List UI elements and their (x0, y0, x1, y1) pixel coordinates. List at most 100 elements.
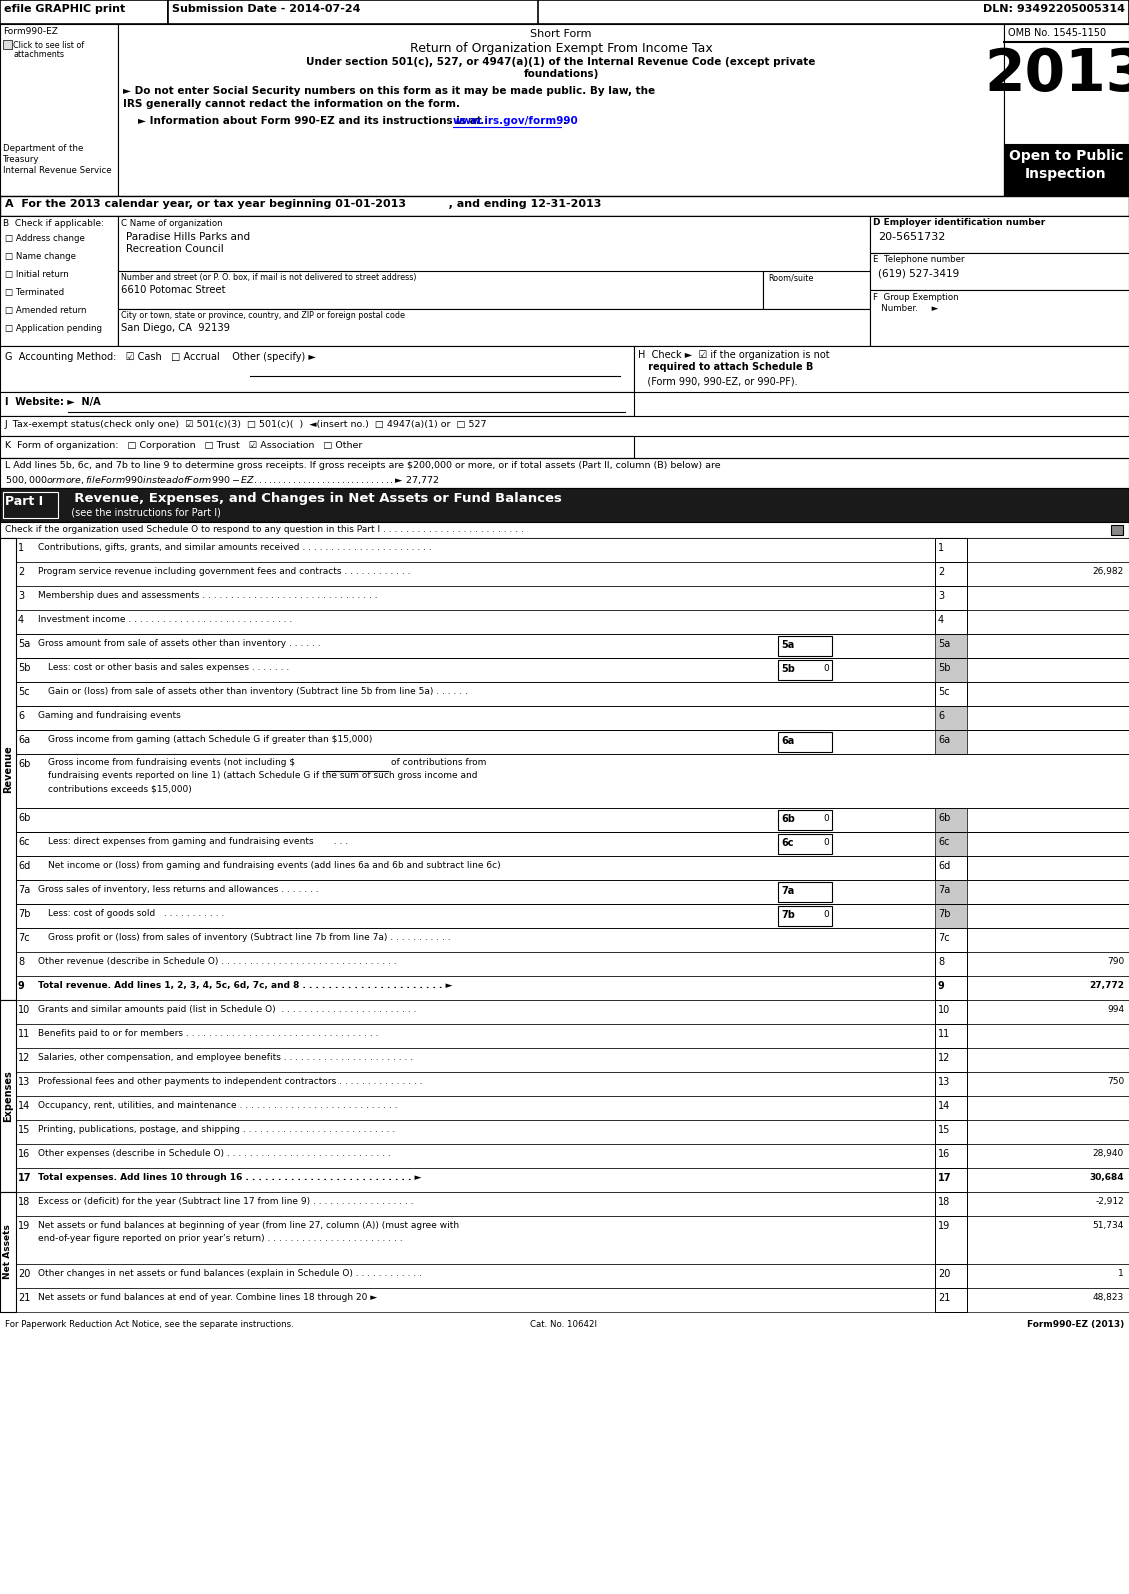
Text: 21: 21 (938, 1293, 951, 1302)
Text: A  For the 2013 calendar year, or tax year beginning 01-01-2013           , and : A For the 2013 calendar year, or tax yea… (5, 199, 602, 209)
Bar (0, 392, 634, 416)
Bar (832, 634, 1129, 658)
Text: 19: 19 (18, 1221, 30, 1231)
Text: H  Check ►  ☑ if the organization is not: H Check ► ☑ if the organization is not (638, 351, 830, 360)
Bar (935, 976, 968, 999)
Text: (Form 990, 990-EZ, or 990-PF).: (Form 990, 990-EZ, or 990-PF). (638, 376, 797, 386)
Text: 0: 0 (823, 665, 829, 673)
Text: 6c: 6c (18, 837, 29, 846)
Text: 8: 8 (938, 956, 944, 968)
Text: 790: 790 (1106, 956, 1124, 966)
Bar (0, 437, 634, 457)
Text: Click to see list of: Click to see list of (14, 41, 85, 49)
Bar (935, 928, 968, 952)
Text: 51,734: 51,734 (1093, 1221, 1124, 1231)
Text: 7c: 7c (18, 932, 29, 944)
Text: Less: direct expenses from gaming and fundraising events       . . .: Less: direct expenses from gaming and fu… (49, 837, 348, 846)
Bar (0, 563, 1129, 587)
Bar (119, 24, 1004, 196)
Text: 0: 0 (823, 838, 829, 846)
Bar (0, 1192, 1129, 1216)
Text: □ Address change: □ Address change (5, 234, 85, 242)
Text: -2,912: -2,912 (1095, 1197, 1124, 1207)
Bar (935, 611, 968, 634)
Bar (832, 808, 1129, 832)
Text: □ Initial return: □ Initial return (5, 269, 69, 279)
Bar (0, 1288, 1129, 1312)
Text: 11: 11 (18, 1030, 30, 1039)
Text: 7c: 7c (938, 932, 949, 944)
Bar (778, 810, 832, 830)
Bar (778, 881, 832, 902)
Bar (0, 539, 1129, 563)
Bar (935, 856, 968, 880)
Bar (119, 271, 763, 309)
Text: 20: 20 (938, 1269, 951, 1278)
Text: Department of the: Department of the (3, 143, 84, 153)
Bar (0, 24, 119, 196)
Text: 6b: 6b (18, 759, 30, 768)
Bar (0, 976, 1129, 999)
Bar (0, 217, 119, 346)
Text: 6610 Potomac Street: 6610 Potomac Street (121, 285, 226, 295)
Bar (935, 682, 968, 706)
Text: 13: 13 (18, 1078, 30, 1087)
Text: 1: 1 (1118, 1269, 1124, 1278)
Text: 15: 15 (18, 1125, 30, 1135)
Bar (935, 1047, 968, 1073)
Bar (935, 880, 968, 904)
Text: ► Information about Form 990-EZ and its instructions is at: ► Information about Form 990-EZ and its … (138, 116, 485, 126)
Text: Check if the organization used Schedule O to respond to any question in this Par: Check if the organization used Schedule … (5, 524, 524, 534)
Text: 30,684: 30,684 (1089, 1173, 1124, 1183)
Text: Expenses: Expenses (3, 1070, 14, 1122)
Text: Benefits paid to or for members . . . . . . . . . . . . . . . . . . . . . . . . : Benefits paid to or for members . . . . … (38, 1030, 378, 1038)
Bar (0, 1216, 1129, 1264)
Bar (0, 832, 1129, 856)
Bar (935, 1192, 968, 1216)
Text: 48,823: 48,823 (1093, 1293, 1124, 1302)
Bar (778, 660, 832, 681)
Text: 6b: 6b (781, 815, 795, 824)
Bar (3, 493, 58, 518)
Text: 2: 2 (938, 567, 944, 577)
Text: Open to Public: Open to Public (1008, 148, 1123, 163)
Text: Total expenses. Add lines 10 through 16 . . . . . . . . . . . . . . . . . . . . : Total expenses. Add lines 10 through 16 … (38, 1173, 421, 1183)
Text: Gain or (loss) from sale of assets other than inventory (Subtract line 5b from l: Gain or (loss) from sale of assets other… (49, 687, 467, 697)
Text: City or town, state or province, country, and ZIP or foreign postal code: City or town, state or province, country… (121, 311, 405, 320)
Text: 20: 20 (18, 1269, 30, 1278)
Text: Less: cost of goods sold   . . . . . . . . . . .: Less: cost of goods sold . . . . . . . .… (49, 909, 225, 918)
Bar (0, 587, 1129, 611)
Text: 14: 14 (938, 1101, 951, 1111)
Bar (0, 488, 1129, 521)
Text: 28,940: 28,940 (1093, 1149, 1124, 1157)
Text: IRS generally cannot redact the information on the form.: IRS generally cannot redact the informat… (123, 99, 460, 108)
Text: 5c: 5c (938, 687, 949, 697)
Text: Net Assets: Net Assets (3, 1224, 12, 1280)
Text: Form990-EZ (2013): Form990-EZ (2013) (1026, 1320, 1124, 1329)
Text: 20-5651732: 20-5651732 (878, 233, 945, 242)
Bar (935, 563, 968, 587)
Text: foundations): foundations) (524, 69, 598, 80)
Text: □ Name change: □ Name change (5, 252, 76, 261)
Bar (935, 1023, 968, 1047)
Bar (0, 999, 1129, 1023)
Text: DLN: 93492205005314: DLN: 93492205005314 (983, 5, 1124, 14)
Bar (0, 1073, 1129, 1097)
Text: Room/suite: Room/suite (768, 273, 813, 282)
Text: Salaries, other compensation, and employee benefits . . . . . . . . . . . . . . : Salaries, other compensation, and employ… (38, 1054, 413, 1062)
Bar (935, 730, 968, 754)
Text: 5a: 5a (938, 639, 951, 649)
Bar (119, 309, 870, 346)
Text: Occupancy, rent, utilities, and maintenance . . . . . . . . . . . . . . . . . . : Occupancy, rent, utilities, and maintena… (38, 1101, 397, 1109)
Text: 9: 9 (938, 980, 945, 991)
Bar (935, 808, 968, 832)
Bar (0, 196, 1129, 217)
Bar (0, 0, 168, 24)
Text: 6a: 6a (18, 735, 30, 744)
Text: attachments: attachments (14, 49, 64, 59)
Text: (see the instructions for Part I): (see the instructions for Part I) (65, 507, 221, 516)
Bar (0, 1264, 1129, 1288)
Bar (832, 880, 1129, 904)
Bar (0, 706, 1129, 730)
Text: Other revenue (describe in Schedule O) . . . . . . . . . . . . . . . . . . . . .: Other revenue (describe in Schedule O) .… (38, 956, 396, 966)
